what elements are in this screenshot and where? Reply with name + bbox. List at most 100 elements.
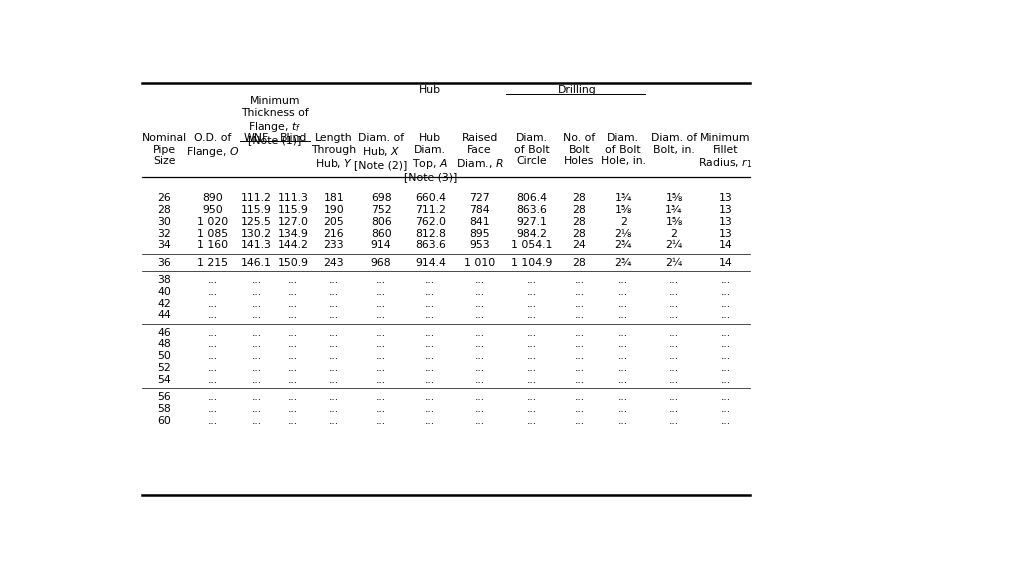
- Text: ...: ...: [208, 340, 217, 350]
- Text: 752: 752: [371, 205, 391, 215]
- Text: ...: ...: [474, 363, 484, 373]
- Text: 13: 13: [719, 193, 732, 203]
- Text: ...: ...: [669, 375, 679, 385]
- Text: 13: 13: [719, 205, 732, 215]
- Text: ...: ...: [288, 392, 298, 402]
- Text: ...: ...: [425, 416, 435, 425]
- Text: ...: ...: [474, 328, 484, 338]
- Text: ...: ...: [288, 275, 298, 285]
- Text: ...: ...: [618, 340, 629, 350]
- Text: ...: ...: [376, 363, 386, 373]
- Text: ...: ...: [618, 275, 629, 285]
- Text: ...: ...: [252, 298, 261, 308]
- Text: ...: ...: [252, 392, 261, 402]
- Text: ...: ...: [574, 404, 585, 414]
- Text: ...: ...: [252, 310, 261, 320]
- Text: ...: ...: [669, 275, 679, 285]
- Text: 2¼: 2¼: [666, 258, 683, 268]
- Text: ...: ...: [208, 298, 217, 308]
- Text: ...: ...: [574, 340, 585, 350]
- Text: Diam. of
Hub, $X$
[Note (2)]: Diam. of Hub, $X$ [Note (2)]: [354, 133, 408, 170]
- Text: 968: 968: [371, 258, 391, 268]
- Text: ...: ...: [208, 416, 217, 425]
- Text: ...: ...: [474, 340, 484, 350]
- Text: ...: ...: [208, 275, 217, 285]
- Text: ...: ...: [252, 404, 261, 414]
- Text: 111.2: 111.2: [241, 193, 272, 203]
- Text: ...: ...: [288, 298, 298, 308]
- Text: ...: ...: [208, 392, 217, 402]
- Text: ...: ...: [618, 298, 629, 308]
- Text: ...: ...: [329, 298, 339, 308]
- Text: ...: ...: [376, 287, 386, 297]
- Text: ...: ...: [376, 298, 386, 308]
- Text: ...: ...: [618, 351, 629, 361]
- Text: No. of
Bolt
Holes: No. of Bolt Holes: [563, 133, 596, 166]
- Text: ...: ...: [574, 392, 585, 402]
- Text: ...: ...: [618, 392, 629, 402]
- Text: ...: ...: [252, 351, 261, 361]
- Text: ...: ...: [574, 287, 585, 297]
- Text: ...: ...: [208, 363, 217, 373]
- Text: 44: 44: [158, 310, 171, 320]
- Text: ...: ...: [669, 363, 679, 373]
- Text: ...: ...: [288, 287, 298, 297]
- Text: 1 160: 1 160: [197, 240, 228, 250]
- Text: ...: ...: [376, 404, 386, 414]
- Text: ...: ...: [376, 275, 386, 285]
- Text: 1¾: 1¾: [614, 193, 632, 203]
- Text: 146.1: 146.1: [241, 258, 272, 268]
- Text: 2¾: 2¾: [614, 240, 632, 250]
- Text: 144.2: 144.2: [278, 240, 308, 250]
- Text: ...: ...: [376, 340, 386, 350]
- Text: 52: 52: [158, 363, 171, 373]
- Text: ...: ...: [721, 404, 731, 414]
- Text: ...: ...: [574, 328, 585, 338]
- Text: ...: ...: [669, 351, 679, 361]
- Text: 927.1: 927.1: [516, 217, 548, 227]
- Text: ...: ...: [288, 351, 298, 361]
- Text: 24: 24: [572, 240, 587, 250]
- Text: 32: 32: [158, 229, 171, 238]
- Text: 56: 56: [158, 392, 171, 402]
- Text: ...: ...: [425, 328, 435, 338]
- Text: 860: 860: [371, 229, 391, 238]
- Text: ...: ...: [329, 310, 339, 320]
- Text: ...: ...: [618, 328, 629, 338]
- Text: ...: ...: [329, 340, 339, 350]
- Text: ...: ...: [376, 416, 386, 425]
- Text: ...: ...: [527, 340, 537, 350]
- Text: ...: ...: [425, 275, 435, 285]
- Text: ...: ...: [425, 363, 435, 373]
- Text: ...: ...: [474, 275, 484, 285]
- Text: 13: 13: [719, 217, 732, 227]
- Text: ...: ...: [527, 404, 537, 414]
- Text: ...: ...: [527, 375, 537, 385]
- Text: 2: 2: [671, 229, 678, 238]
- Text: 141.3: 141.3: [241, 240, 272, 250]
- Text: 125.5: 125.5: [241, 217, 272, 227]
- Text: 1 104.9: 1 104.9: [511, 258, 553, 268]
- Text: ...: ...: [288, 363, 298, 373]
- Text: 243: 243: [324, 258, 344, 268]
- Text: ...: ...: [252, 340, 261, 350]
- Text: ...: ...: [474, 404, 484, 414]
- Text: 14: 14: [719, 258, 732, 268]
- Text: ...: ...: [252, 287, 261, 297]
- Text: ...: ...: [376, 392, 386, 402]
- Text: ...: ...: [425, 351, 435, 361]
- Text: 2¼: 2¼: [666, 240, 683, 250]
- Text: ...: ...: [669, 416, 679, 425]
- Text: 895: 895: [469, 229, 489, 238]
- Text: ...: ...: [425, 310, 435, 320]
- Text: ...: ...: [574, 298, 585, 308]
- Text: ...: ...: [329, 375, 339, 385]
- Text: ...: ...: [208, 287, 217, 297]
- Text: ...: ...: [329, 351, 339, 361]
- Text: ...: ...: [721, 363, 731, 373]
- Text: 914.4: 914.4: [415, 258, 445, 268]
- Text: Nominal
Pipe
Size: Nominal Pipe Size: [142, 133, 187, 166]
- Text: ...: ...: [527, 392, 537, 402]
- Text: ...: ...: [721, 298, 731, 308]
- Text: 914: 914: [371, 240, 391, 250]
